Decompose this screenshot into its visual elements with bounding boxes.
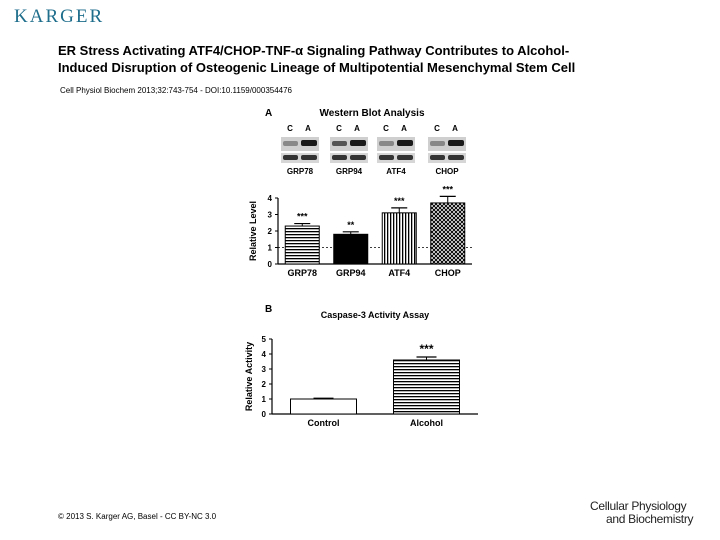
y-tick-label: 2 [262,380,267,389]
bar [430,202,466,265]
chart-title: Caspase-3 Activity Assay [321,310,429,320]
y-tick-label: 4 [268,194,273,203]
y-tick-label: 0 [262,410,267,419]
blot-strip-lower [330,153,368,163]
x-tick-label: Alcohol [410,418,443,428]
x-tick-label: Control [308,418,340,428]
chart-b: 0 1 2 3 4 5 Relative Activity Caspase-3 Activit… [244,310,478,428]
title-line-2: Induced Disruption of Osteogenic Lineage… [58,60,576,75]
lane-label: C [287,124,293,133]
blot-band [397,140,413,146]
blot-band [301,140,317,146]
blot-band [350,140,366,146]
blot-band [448,155,464,160]
significance-marker: *** [394,196,405,206]
x-tick-label: GRP78 [287,268,317,278]
journal-line-1: Cellular Physiology [590,499,687,513]
x-tick-label: GRP94 [336,268,366,278]
lane-label: A [452,124,458,133]
title-line-1: ER Stress Activating ATF4/CHOP-TNF-α Sig… [58,43,570,58]
blot-band [283,155,298,160]
significance-marker: *** [442,184,453,194]
significance-marker: *** [419,342,433,356]
y-axis-label: Relative Level [248,201,258,261]
x-tick-label: ATF4 [388,268,410,278]
y-tick-label: 1 [262,395,267,404]
blot-band [283,141,298,146]
blot-label: GRP78 [287,167,314,176]
blot-band [430,141,445,146]
lane-label: C [383,124,389,133]
blot-strip-lower [428,153,466,163]
paper-title: ER Stress Activating ATF4/CHOP-TNF-α Sig… [58,42,678,76]
bar [393,359,460,415]
chart-a: 0 1 2 3 4 Relative Level *** GRP78 ** GRP94 *** ATF… [248,184,472,278]
y-tick-label: 2 [268,227,273,236]
blot-band [430,155,445,160]
blot-band [397,155,413,160]
bar [290,398,357,415]
blot-strip-lower [281,153,319,163]
western-blot-strips: C A GRP78 C A GRP94 C A ATF4 C A CHOP [281,124,466,176]
blot-band [332,141,347,146]
lane-label: C [336,124,342,133]
blot-band [332,155,347,160]
blot-label: ATF4 [386,167,406,176]
y-tick-label: 3 [268,211,273,220]
lane-label: A [354,124,360,133]
y-tick-label: 0 [268,260,273,269]
lane-label: A [305,124,311,133]
panel-a-title: Western Blot Analysis [319,108,424,119]
copyright: © 2013 S. Karger AG, Basel - CC BY-NC 3.… [58,512,217,521]
x-tick-label: CHOP [435,268,461,278]
y-tick-label: 4 [262,350,267,359]
citation: Cell Physiol Biochem 2013;32:743-754 - D… [60,86,293,95]
blot-band [350,155,366,160]
journal-line-2: and Biochemistry [606,512,694,526]
bar [284,225,320,265]
y-tick-label: 3 [262,365,267,374]
blot-band [301,155,317,160]
journal-logo: Cellular Physiology and Biochemistry [590,499,694,526]
blot-label: CHOP [435,167,459,176]
y-tick-label: 5 [262,335,267,344]
blot-label: GRP94 [336,167,363,176]
bar [333,233,369,265]
y-tick-label: 1 [268,244,273,253]
panel-a-letter: A [265,108,272,119]
lane-label: A [401,124,407,133]
panel-b-letter: B [265,304,272,315]
karger-logo: KARGER [14,6,105,27]
lane-label: C [434,124,440,133]
blot-band [379,141,394,146]
blot-strip-lower [377,153,415,163]
blot-band [448,140,464,146]
y-axis-label: Relative Activity [244,342,254,411]
significance-marker: *** [297,212,308,222]
bar [381,212,417,265]
blot-band [379,155,394,160]
significance-marker: ** [347,220,355,230]
